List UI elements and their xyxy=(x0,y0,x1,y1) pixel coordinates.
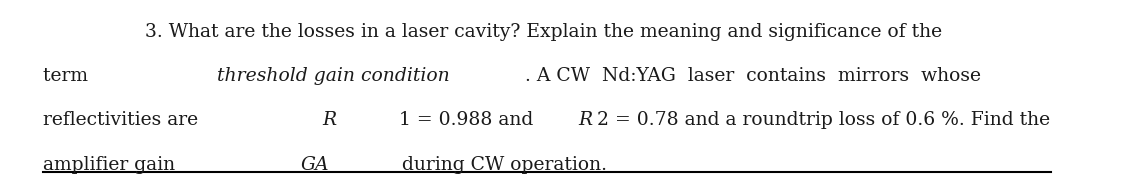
Text: amplifier gain: amplifier gain xyxy=(42,156,180,174)
Text: reflectivities are: reflectivities are xyxy=(42,111,203,129)
Text: term: term xyxy=(42,67,94,85)
Text: 1 = 0.988 and: 1 = 0.988 and xyxy=(399,111,539,129)
Text: 2 = 0.78 and a roundtrip loss of 0.6 %. Find the: 2 = 0.78 and a roundtrip loss of 0.6 %. … xyxy=(597,111,1051,129)
Text: . A CW  Nd:YAG  laser  contains  mirrors  whose: . A CW Nd:YAG laser contains mirrors who… xyxy=(525,67,981,85)
Text: R: R xyxy=(322,111,336,129)
Text: GA: GA xyxy=(300,156,329,174)
Text: during CW operation.: during CW operation. xyxy=(395,156,606,174)
Text: R: R xyxy=(578,111,593,129)
Text: 3. What are the losses in a laser cavity? Explain the meaning and significance o: 3. What are the losses in a laser cavity… xyxy=(145,23,942,41)
Text: threshold gain condition: threshold gain condition xyxy=(217,67,450,85)
